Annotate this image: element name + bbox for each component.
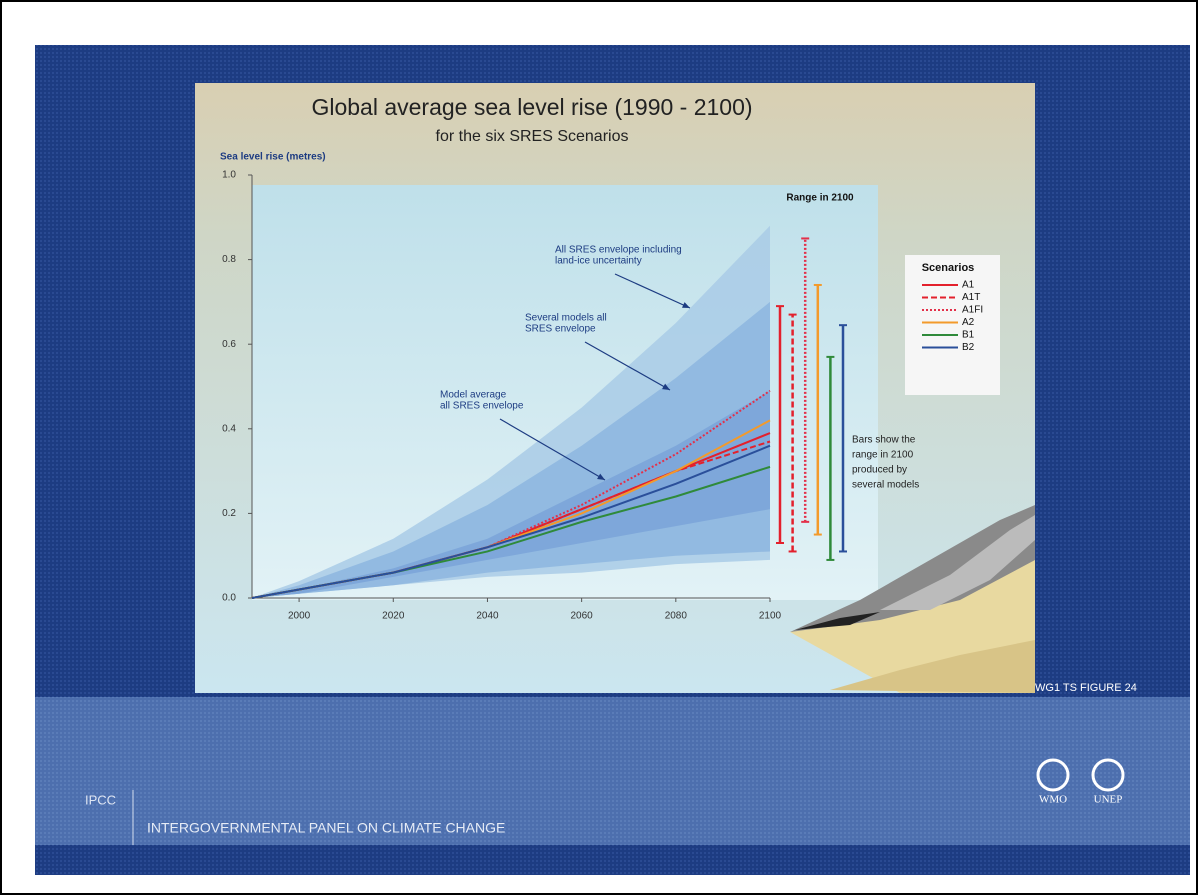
arrow-head — [662, 383, 670, 390]
y-tick-label: 0.8 — [222, 254, 236, 265]
series-line — [251, 444, 771, 599]
chart-subtitle: for the six SRES Scenarios — [436, 128, 629, 145]
annotation: Several models all — [525, 313, 607, 324]
annotation-arrow — [584, 341, 671, 391]
legend-title: Scenarios — [922, 262, 975, 274]
x-tick-label: 2020 — [382, 611, 405, 622]
figure-label: WG1 TS FIGURE 24 — [1035, 682, 1137, 694]
legend-label: B1 — [962, 330, 975, 341]
unep-logo — [1091, 758, 1125, 792]
y-tick-label: 1.0 — [222, 170, 236, 181]
y-axis-label: Sea level rise (metres) — [220, 152, 326, 163]
annotation: Model average — [440, 390, 507, 401]
range-note: several models — [852, 480, 919, 491]
wmo-logo — [1036, 758, 1070, 792]
legend-label: B2 — [962, 342, 975, 353]
range-note: range in 2100 — [852, 450, 914, 461]
annotation-arrow — [614, 273, 691, 309]
x-tick-label: 2100 — [759, 611, 782, 622]
legend-label: A1T — [962, 292, 980, 303]
org-full: INTERGOVERNMENTAL PANEL ON CLIMATE CHANG… — [147, 820, 505, 836]
annotation-arrow — [499, 418, 606, 481]
annotation: land-ice uncertainty — [555, 256, 642, 267]
x-tick-label: 2080 — [665, 611, 688, 622]
logo-label: WMO — [1039, 794, 1067, 806]
y-tick-label: 0.4 — [222, 423, 236, 434]
coast-illustration — [790, 505, 1035, 693]
legend-box — [905, 255, 1000, 395]
logo-label: UNEP — [1094, 794, 1123, 806]
legend-label: A1 — [962, 280, 975, 291]
chart-title: Global average sea level rise (1990 - 21… — [311, 94, 752, 120]
footer-band — [35, 697, 1190, 845]
y-tick-label: 0.6 — [222, 339, 236, 350]
envelope — [252, 390, 770, 598]
annotation: All SRES envelope including — [555, 245, 682, 256]
arrow-head — [597, 473, 605, 480]
range-note: produced by — [852, 465, 907, 476]
legend-label: A1FI — [962, 305, 983, 316]
org-short: IPCC — [85, 792, 116, 807]
x-tick-label: 2060 — [571, 611, 594, 622]
range-title: Range in 2100 — [786, 193, 854, 204]
x-tick-label: 2000 — [288, 611, 311, 622]
range-note: Bars show the — [852, 435, 916, 446]
legend-label: A2 — [962, 317, 975, 328]
annotation: all SRES envelope — [440, 401, 524, 412]
y-tick-label: 0.2 — [222, 508, 236, 519]
y-tick-label: 0.0 — [222, 593, 236, 604]
arrow-head — [682, 302, 690, 308]
annotation: SRES envelope — [525, 324, 596, 335]
x-tick-label: 2040 — [476, 611, 499, 622]
